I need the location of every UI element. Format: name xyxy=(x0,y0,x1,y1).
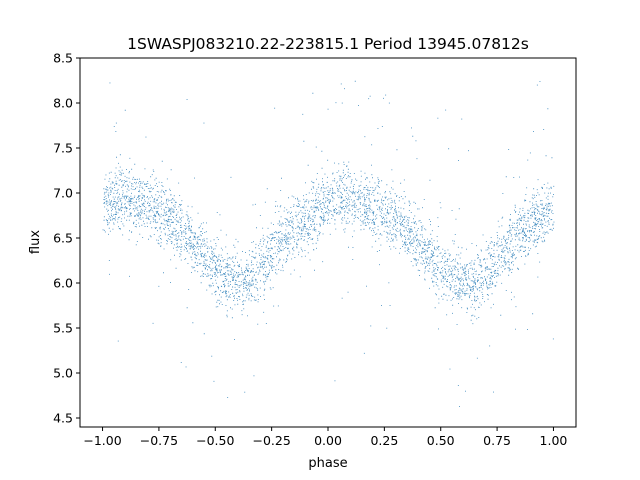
x-tick-label: −0.75 xyxy=(140,433,178,448)
y-tick-label: 5.5 xyxy=(53,321,73,336)
scatter-points xyxy=(102,80,555,407)
y-tick-label: 6.0 xyxy=(53,276,73,291)
x-tick-label: −0.50 xyxy=(196,433,234,448)
y-tick-label: 8.0 xyxy=(53,96,73,111)
y-axis-label: flux xyxy=(28,230,43,254)
y-tick-label: 7.5 xyxy=(53,141,73,156)
x-tick-label: 0.75 xyxy=(483,433,511,448)
x-tick-label: 0.00 xyxy=(314,433,342,448)
y-tick-label: 5.0 xyxy=(53,366,73,381)
y-tick-label: 4.5 xyxy=(53,411,73,426)
data-points xyxy=(102,80,555,407)
y-tick-label: 6.5 xyxy=(53,231,73,246)
x-tick-label: 0.25 xyxy=(370,433,398,448)
y-axis: 4.5 5.0 5.5 6.0 6.5 7.0 7.5 8.0 8.5 xyxy=(53,51,80,426)
x-axis: −1.00 −0.75 −0.50 −0.25 0.00 0.25 0.50 0.75 1.00 xyxy=(83,427,567,448)
x-tick-label: −1.00 xyxy=(83,433,121,448)
x-tick-label: −0.25 xyxy=(252,433,290,448)
x-tick-label: 0.50 xyxy=(427,433,455,448)
chart-title: 1SWASPJ083210.22-223815.1 Period 13945.0… xyxy=(127,35,529,53)
x-axis-label: phase xyxy=(308,456,347,471)
x-tick-label: 1.00 xyxy=(540,433,568,448)
y-tick-label: 8.5 xyxy=(53,51,73,66)
y-tick-label: 7.0 xyxy=(53,186,73,201)
